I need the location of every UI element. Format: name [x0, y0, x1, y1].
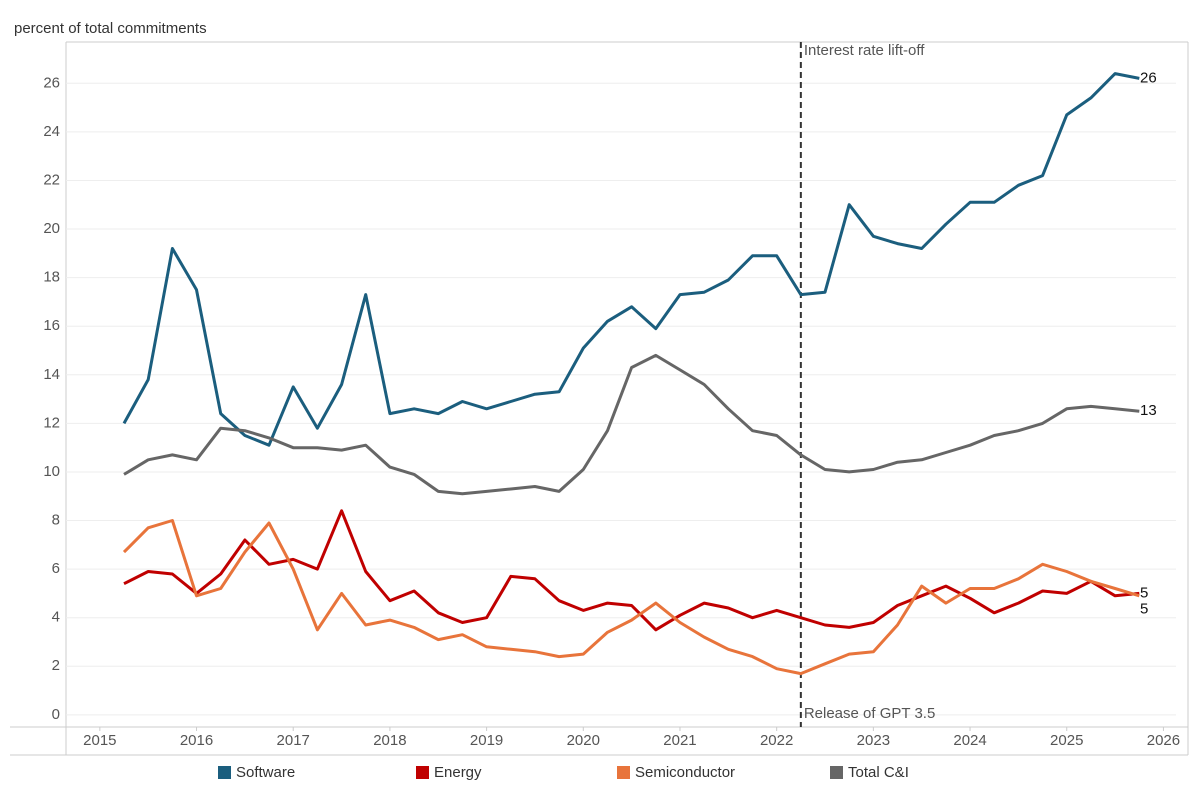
y-tick-label: 12 — [43, 414, 60, 431]
legend-label: Software — [236, 764, 295, 781]
y-tick-label: 6 — [52, 560, 60, 577]
y-tick-label: 14 — [43, 366, 60, 383]
series-line — [122, 519, 1140, 676]
y-tick-label: 8 — [52, 511, 60, 528]
legend-swatch — [416, 766, 429, 779]
x-tick-label: 2023 — [857, 732, 890, 749]
legend-swatch — [830, 766, 843, 779]
y-tick-label: 16 — [43, 317, 60, 334]
annotation-label: Interest rate lift-off — [804, 42, 925, 59]
x-tick-label: 2024 — [953, 732, 986, 749]
legend-label: Energy — [434, 764, 482, 781]
x-tick-label: 2026 — [1147, 732, 1180, 749]
end-label: 13 — [1140, 402, 1157, 419]
y-tick-label: 4 — [52, 609, 60, 626]
y-tick-label: 22 — [43, 171, 60, 188]
end-label: 5 — [1140, 584, 1148, 601]
series-line — [123, 353, 1140, 496]
series-line — [122, 72, 1140, 447]
x-tick-label: 2021 — [663, 732, 696, 749]
annotation-label: Release of GPT 3.5 — [804, 705, 935, 722]
x-tick-label: 2015 — [83, 732, 116, 749]
x-tick-label: 2017 — [277, 732, 310, 749]
legend-swatch — [617, 766, 630, 779]
y-tick-label: 26 — [43, 74, 60, 91]
legend-label: Total C&I — [848, 764, 909, 781]
y-tick-label: 20 — [43, 220, 60, 237]
y-tick-label: 18 — [43, 269, 60, 286]
y-axis-label: percent of total commitments — [14, 20, 207, 37]
x-tick-label: 2020 — [567, 732, 600, 749]
y-tick-label: 10 — [43, 463, 60, 480]
x-tick-label: 2018 — [373, 732, 406, 749]
x-tick-label: 2025 — [1050, 732, 1083, 749]
series-line — [123, 509, 1140, 632]
x-tick-label: 2016 — [180, 732, 213, 749]
y-tick-label: 24 — [43, 123, 60, 140]
end-label: 5 — [1140, 600, 1148, 617]
legend-swatch — [218, 766, 231, 779]
legend-label: Semiconductor — [635, 764, 735, 781]
x-tick-label: 2019 — [470, 732, 503, 749]
y-tick-label: 2 — [52, 657, 60, 674]
y-tick-label: 0 — [52, 706, 60, 723]
end-label: 26 — [1140, 69, 1157, 86]
x-tick-label: 2022 — [760, 732, 793, 749]
